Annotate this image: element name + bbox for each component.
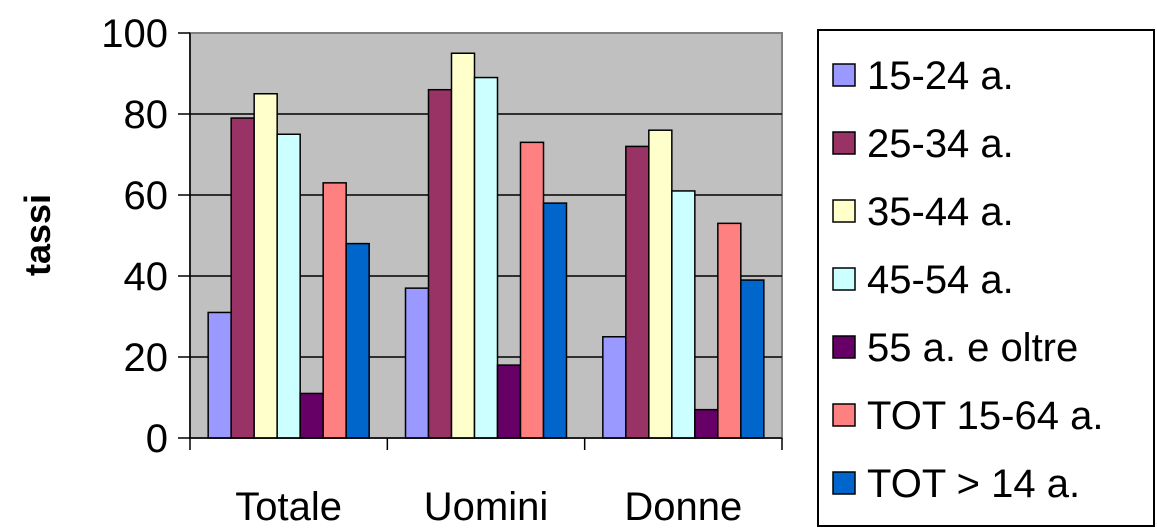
bar (602, 336, 627, 439)
bar (542, 202, 568, 439)
bar (473, 76, 499, 439)
legend-label: 55 a. e oltre (867, 326, 1078, 370)
axes (178, 32, 783, 450)
y-axis-title: tassi (17, 194, 58, 276)
category-label: Donne (624, 485, 742, 528)
bar (276, 133, 301, 439)
bar (519, 141, 545, 439)
bar (299, 392, 324, 439)
legend-swatch (832, 403, 856, 427)
y-tick-label: 20 (124, 336, 169, 380)
bar (230, 117, 255, 439)
bar (694, 408, 719, 439)
legend-label: 45-54 a. (867, 258, 1014, 302)
category-label: Uomini (424, 485, 548, 528)
bar (427, 88, 453, 439)
category-label: Totale (235, 485, 342, 528)
legend-items: 15-24 a. 25-34 a. 35-44 a. 45-54 a. 55 a. e … (832, 54, 1103, 506)
legend-swatch (832, 63, 856, 87)
y-tick-label: 60 (124, 174, 169, 218)
bar (404, 287, 430, 439)
legend-swatch (832, 131, 856, 155)
bar (671, 190, 696, 439)
y-tick-label: 80 (124, 93, 169, 137)
bars (207, 52, 765, 439)
bar (207, 311, 232, 439)
bar (450, 52, 476, 439)
legend-swatch (832, 335, 856, 359)
y-tick-label: 100 (101, 12, 168, 56)
bar (625, 145, 650, 439)
legend-label: 35-44 a. (867, 190, 1014, 234)
y-tick-labels: 0 20 40 60 80 100 (101, 12, 168, 461)
bar (253, 93, 278, 439)
legend-label: 15-24 a. (867, 54, 1014, 98)
category-labels: Totale Uomini Donne (235, 485, 742, 528)
legend-swatch (832, 471, 856, 495)
legend: 15-24 a. 25-34 a. 35-44 a. 45-54 a. 55 a. e … (817, 29, 1155, 527)
bar (345, 242, 370, 439)
legend-swatch (832, 267, 856, 291)
bar (717, 222, 742, 439)
bar (740, 279, 765, 439)
y-tick-label: 40 (124, 255, 169, 299)
legend-box (817, 29, 1155, 527)
bar (496, 364, 522, 439)
legend-label: 25-34 a. (867, 122, 1014, 166)
bar (322, 182, 347, 439)
legend-swatch (832, 199, 856, 223)
legend-label: TOT > 14 a. (867, 462, 1080, 506)
legend-label: TOT 15-64 a. (867, 394, 1103, 438)
y-tick-label: 0 (146, 417, 168, 461)
bar (648, 129, 673, 439)
